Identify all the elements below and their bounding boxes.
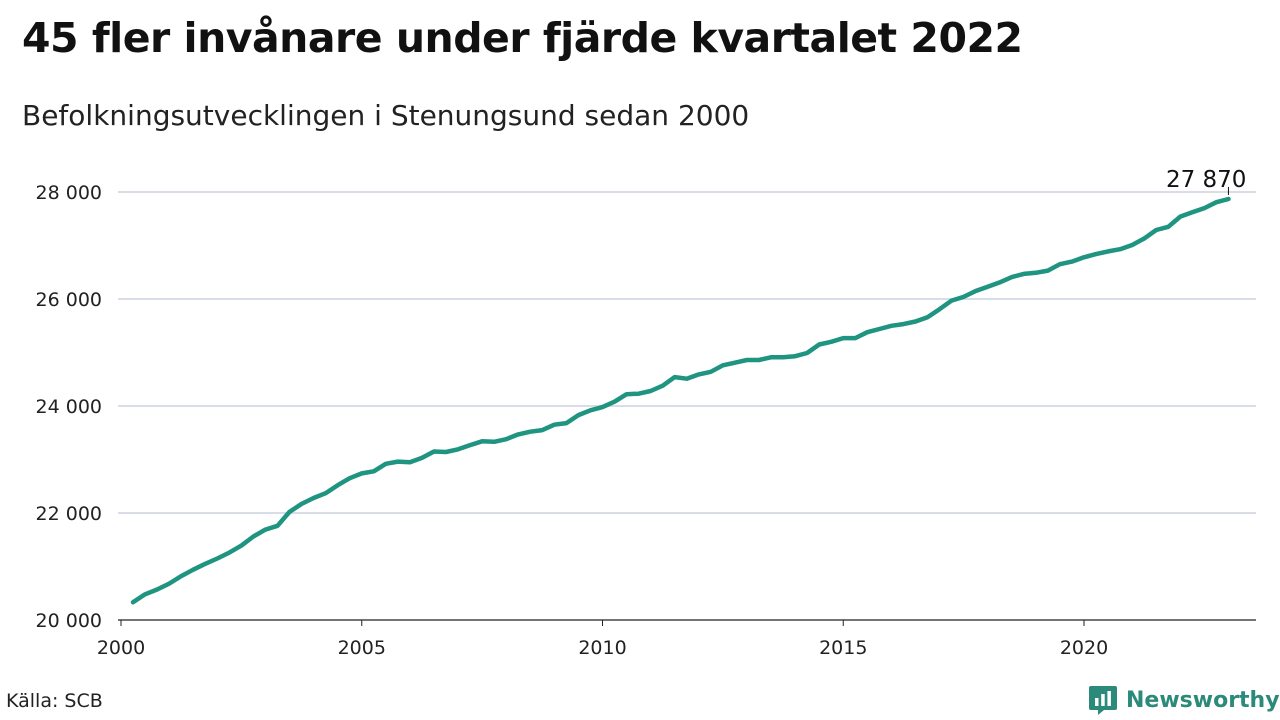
x-axis-ticks: 2000 2005 2010 2015 2020 [97,620,1108,659]
x-tick-label: 2020 [1060,637,1108,659]
y-tick-label: 22 000 [36,503,102,525]
gridlines [118,191,1256,621]
population-line [130,196,1231,605]
x-tick-label: 2015 [819,637,867,659]
chart-title: 45 fler invånare under fjärde kvartalet … [22,14,1023,62]
brand-logo: Newsworthy [1088,684,1280,716]
x-tick-label: 2000 [97,637,145,659]
x-tick-label: 2005 [338,637,386,659]
y-tick-label: 20 000 [36,610,102,632]
end-value-label: 27 870 [1166,167,1246,193]
y-tick-label: 26 000 [36,289,102,311]
y-tick-label: 28 000 [36,182,102,204]
y-axis-ticks: 20 000 22 000 24 000 26 000 28 000 [36,182,102,632]
newsworthy-icon [1089,686,1117,715]
brand-name: Newsworthy [1126,687,1280,713]
source-note: Källa: SCB [6,690,103,712]
y-tick-label: 24 000 [36,396,102,418]
x-tick-label: 2010 [578,637,626,659]
chart-subtitle: Befolkningsutvecklingen i Stenungsund se… [22,99,750,132]
